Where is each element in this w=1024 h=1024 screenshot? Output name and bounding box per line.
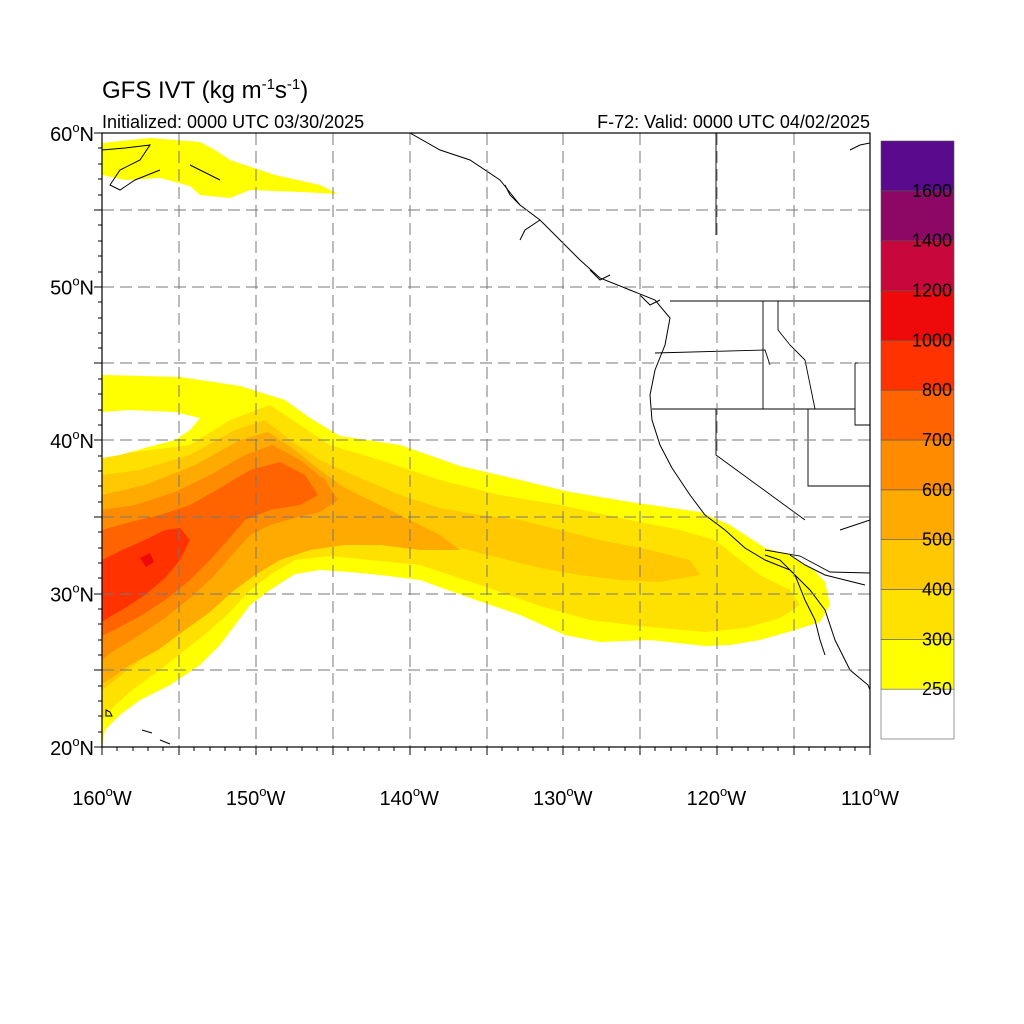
- colorbar-level-label: 1400: [912, 231, 952, 251]
- y-tick-label: 30oN: [50, 581, 94, 607]
- minor-ticks: [94, 132, 871, 755]
- ivt-band-250-north: [102, 138, 338, 198]
- colorbar-level-label: 1200: [912, 281, 952, 301]
- political-boundaries: [652, 133, 870, 574]
- colorbar-swatch: [880, 140, 955, 192]
- colorbar-swatch: [880, 439, 955, 491]
- colorbar-level-label: 400: [922, 580, 952, 600]
- ivt-band-1000: [140, 553, 154, 567]
- colorbar-level-label: 300: [922, 629, 952, 649]
- colorbar-swatch: [880, 290, 955, 341]
- colorbar-level-label: 1600: [912, 181, 952, 201]
- colorbar-level-label: 500: [922, 530, 952, 550]
- x-axis-tick-labels: 160oW 150oW 140oW 130oW 120oW 110oW: [72, 784, 899, 810]
- x-tick-label: 130oW: [533, 784, 593, 810]
- colorbar-swatch: [880, 489, 955, 540]
- map-title: GFS IVT (kg m-1s-1): [102, 76, 308, 104]
- y-axis-tick-labels: 60oN 50oN 40oN 30oN 20oN: [50, 120, 94, 760]
- colorbar-swatch: [880, 688, 955, 740]
- colorbar-swatch: [880, 340, 955, 391]
- x-tick-label: 150oW: [226, 784, 286, 810]
- ivt-fill-layers: [102, 138, 830, 747]
- ivt-band-700: [102, 462, 318, 636]
- colorbar-swatch: [880, 589, 955, 640]
- y-tick-label: 20oN: [50, 734, 94, 760]
- x-tick-label: 110oW: [841, 784, 899, 810]
- grid-lines: [102, 133, 870, 747]
- valid-time: F-72: Valid: 0000 UTC 04/02/2025: [597, 112, 870, 132]
- colorbar-level-label: 250: [922, 679, 952, 699]
- colorbar-swatch: [880, 539, 955, 590]
- x-tick-label: 120oW: [687, 784, 747, 810]
- colorbar: 250 300 400 500 600 700 800 1000 1200 1400 1600: [880, 140, 955, 740]
- y-tick-label: 60oN: [50, 120, 94, 146]
- init-time: Initialized: 0000 UTC 03/30/2025: [102, 112, 364, 132]
- colorbar-level-label: 600: [922, 480, 952, 500]
- colorbar-level-label: 700: [922, 430, 952, 450]
- ivt-band-800: [102, 528, 190, 622]
- y-tick-label: 50oN: [50, 274, 94, 300]
- colorbar-level-label: 1000: [912, 330, 952, 350]
- colorbar-swatch: [880, 389, 955, 441]
- x-tick-label: 160oW: [72, 784, 132, 810]
- coastlines: [102, 133, 870, 745]
- x-tick-label: 140oW: [379, 784, 439, 810]
- plot-area: [102, 133, 870, 747]
- colorbar-swatch: [880, 240, 955, 291]
- colorbar-level-label: 800: [922, 380, 952, 400]
- y-tick-label: 40oN: [50, 427, 94, 453]
- ivt-gap-north: [102, 410, 200, 458]
- colorbar-swatch: [880, 190, 955, 241]
